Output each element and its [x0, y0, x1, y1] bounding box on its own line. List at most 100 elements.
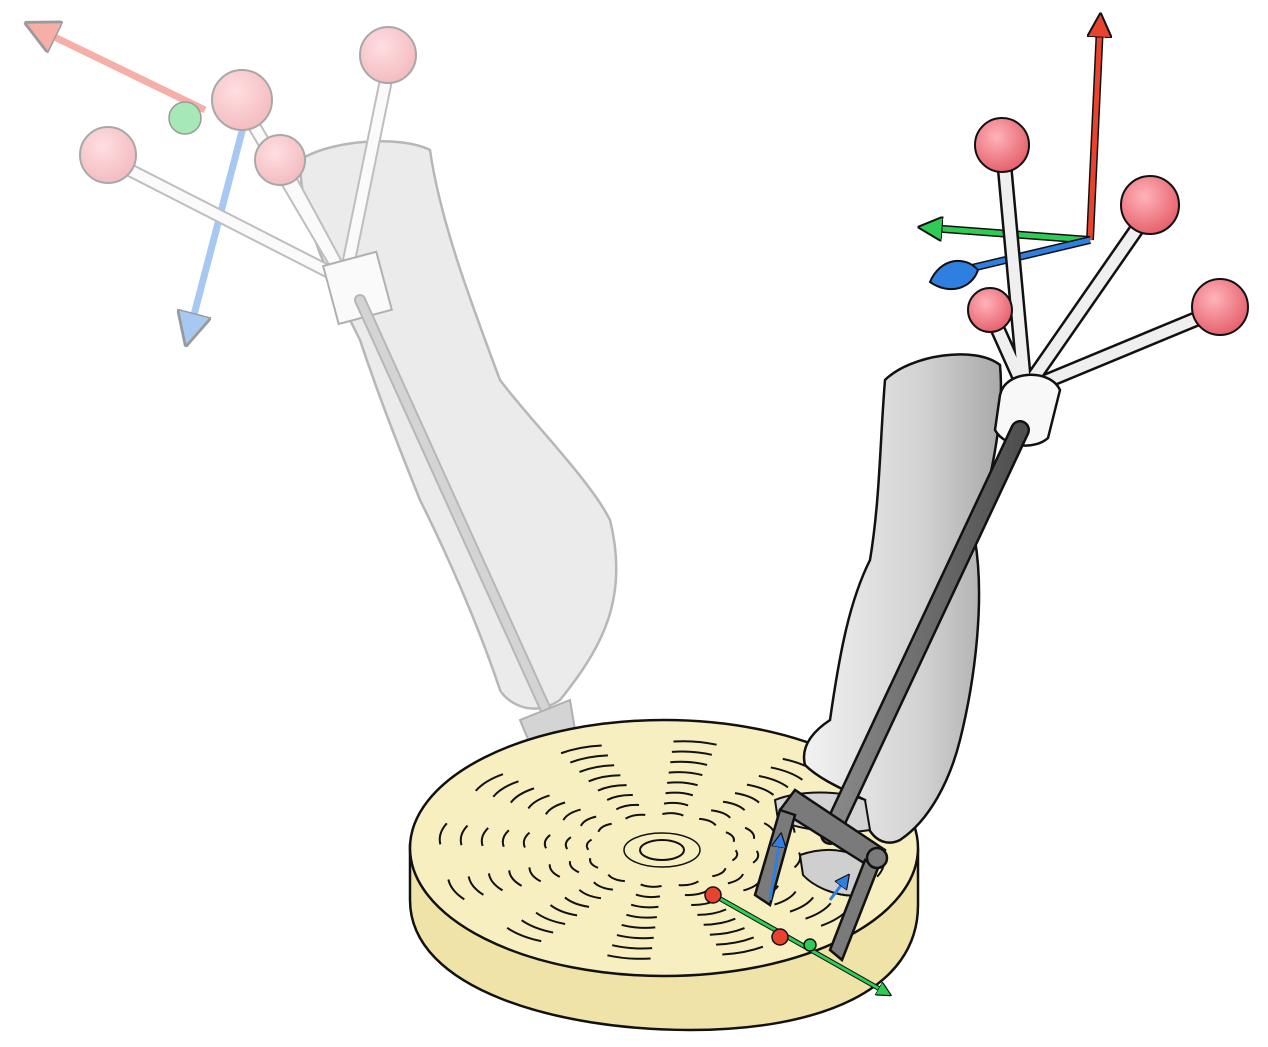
disc-hatch-mark	[722, 945, 764, 956]
disc-hatch-mark	[615, 803, 640, 811]
disc-hatch-mark	[770, 766, 803, 781]
disc-hatch-mark	[734, 792, 760, 804]
disc-hatch-mark	[480, 827, 489, 847]
disc-hatch-mark	[459, 824, 469, 846]
disc-hatch-mark	[535, 911, 566, 925]
sphere-marker-icon	[967, 287, 1013, 333]
sphere-marker-icon	[1120, 175, 1180, 235]
disc-hatch-mark	[793, 852, 802, 869]
disc-hatch-mark	[447, 879, 465, 901]
disc-hatch-mark	[716, 936, 755, 946]
disc-hatch-mark	[543, 834, 551, 849]
ghost-sphere-marker-icon	[359, 26, 417, 84]
disc-hatch-mark	[671, 750, 713, 756]
disc-hatch-mark	[597, 784, 627, 792]
disc-hatch-mark	[593, 881, 614, 891]
disc-hatch-mark	[752, 850, 760, 864]
ghost-sphere-marker-icon	[254, 134, 306, 186]
disc-hatch-mark	[607, 873, 625, 883]
disc-hatch-mark	[506, 927, 542, 943]
disc-hatch-mark	[568, 861, 580, 874]
disc-hatch-mark	[492, 780, 519, 798]
ghost-tool-shaft	[354, 294, 561, 736]
disc-hatch-mark	[585, 838, 593, 851]
disc-hatch-mark	[487, 873, 504, 892]
disc-hatch-mark	[663, 801, 689, 807]
disc-hatch-mark	[710, 809, 731, 819]
tip-point-icon	[704, 886, 722, 904]
disc-hatch-mark	[725, 831, 735, 843]
disc-hatch-mark	[606, 794, 633, 801]
disc-hatch-mark	[548, 864, 561, 878]
disc-hatch-mark	[621, 923, 656, 929]
ghost-marker-hub	[321, 250, 394, 326]
disc-hatch-mark	[508, 870, 523, 887]
disc-hatch-mark	[580, 815, 597, 827]
disc-hatch-mark	[616, 934, 654, 940]
disc-hatch-mark	[805, 902, 832, 920]
disc-hatch-mark	[510, 787, 535, 804]
disc-hatch-mark	[712, 867, 727, 878]
tip-point-icon	[803, 938, 817, 952]
disc-hatch-mark	[569, 754, 608, 764]
disc-hatch-mark	[474, 773, 504, 792]
disc-hatch-mark	[589, 857, 599, 869]
disc-hatch-mark	[667, 781, 698, 787]
disc-hatch-mark	[662, 812, 684, 817]
disc-hatch-mark	[578, 889, 602, 900]
disc-hatch-mark	[678, 880, 699, 887]
disc-hatch-mark	[597, 822, 612, 833]
disc-hatch-mark	[703, 917, 736, 926]
disc-hatch-mark	[501, 829, 510, 848]
disc-hatch-mark	[789, 896, 814, 913]
disc-hatch-mark	[774, 890, 797, 906]
disc-hatch-mark	[673, 740, 717, 746]
disc-hatch-mark	[549, 904, 578, 917]
ghost-sphere-marker-icon	[79, 126, 137, 184]
disc-hatch-mark	[758, 775, 789, 789]
disc-hatch-mark	[699, 817, 717, 827]
tool-tip-frame-icon	[704, 840, 885, 992]
disc-hatch-mark	[607, 954, 651, 960]
disc-hatch-mark	[727, 873, 744, 885]
main-pose	[704, 25, 1249, 992]
disc-hatch-mark	[670, 760, 708, 766]
ghost-sphere-marker-icon	[211, 69, 273, 131]
disc-hatch-mark	[665, 791, 694, 797]
disc-hatch-mark	[635, 893, 661, 899]
disc-hatch-mark	[611, 944, 653, 950]
disc-hatch-mark	[630, 903, 659, 909]
disc-hatch-mark	[640, 883, 662, 888]
disc-hatch-mark	[545, 801, 566, 815]
disc-hatch-mark	[527, 794, 550, 810]
disc-hatch-mark	[731, 849, 739, 862]
disc-hatch-mark	[709, 927, 745, 936]
disc-hatch-mark	[560, 744, 602, 755]
disc-hatch-mark	[564, 836, 572, 850]
disc-hatch-mark	[746, 783, 775, 796]
disc-hatch-mark	[522, 831, 531, 848]
disc-center	[639, 839, 685, 861]
disc-hatch-mark	[668, 771, 703, 777]
disc-hatch-mark	[697, 908, 727, 916]
tip-point-icon	[771, 928, 789, 946]
disc-hatch-mark	[626, 913, 657, 919]
disc-hatch-mark	[744, 826, 756, 839]
ghost-hand	[298, 140, 618, 710]
ghost-pose	[40, 26, 618, 782]
disc-hatch-mark	[579, 764, 615, 773]
disc-hatch-mark	[562, 808, 581, 821]
coordinate-frame-icon	[930, 25, 1100, 291]
ghost-coordinate-frame-icon	[40, 30, 249, 330]
disc-hatch-mark	[467, 876, 484, 896]
disc-hatch-mark	[564, 896, 590, 908]
disc-hatch-mark	[521, 919, 554, 934]
disc-hatch-mark	[588, 774, 621, 783]
disc-hatch-mark	[625, 813, 646, 820]
disc-hatch-mark	[438, 822, 448, 845]
sphere-marker-icon	[1191, 278, 1249, 336]
sphere-marker-icon	[974, 117, 1030, 173]
disc-hatch-mark	[722, 800, 746, 811]
disc-hatch-mark	[528, 867, 542, 883]
